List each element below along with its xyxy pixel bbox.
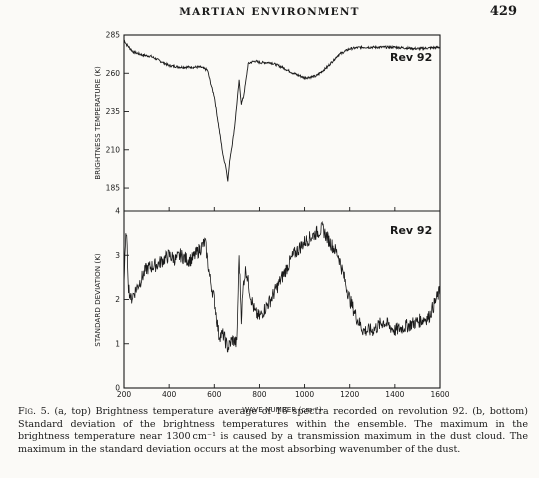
top-y-tick-label-285: 285 [106,31,121,40]
top-y-tick-label-185: 185 [106,184,121,193]
x-tick-label-400: 400 [162,390,177,399]
brightness-temperature-line [123,39,441,182]
bottom-panel-label: Rev 92 [390,224,432,237]
x-tick-label-600: 600 [207,390,222,399]
page-number: 429 [489,4,517,19]
x-tick-label-200: 200 [117,390,132,399]
x-axis-ticks: 200 400 600 800 1000 1200 1400 1600 [117,207,450,399]
bottom-axis-ticks: 4 3 2 1 0 [115,207,129,393]
bottom-y-tick-label-4: 4 [115,207,120,216]
bottom-ylabel: STANDARD DEVIATION (K) [93,253,102,347]
x-tick-label-1400: 1400 [385,390,404,399]
bottom-y-tick-label-2: 2 [115,295,120,304]
caption-text: (a, top) Brightness temperature average … [18,406,528,455]
x-axis-label: WAVE NUMBER (cm⁻¹) [242,405,322,414]
x-tick-label-1600: 1600 [430,390,449,399]
bottom-y-tick-label-1: 1 [115,339,120,348]
x-tick-label-1200: 1200 [340,390,359,399]
x-tick-label-800: 800 [252,390,267,399]
bottom-y-tick-label-0: 0 [115,384,120,393]
running-head: MARTIAN ENVIRONMENT 429 [0,3,539,21]
caption-label: Fig. 5. [18,406,50,417]
top-y-tick-label-235: 235 [106,107,121,116]
top-y-tick-label-210: 210 [106,145,121,154]
top-axis-ticks: 285 260 235 210 185 [106,31,129,193]
top-panel-label: Rev 92 [390,51,432,64]
x-tick-label-1000: 1000 [295,390,314,399]
top-ylabel: BRIGHTNESS TEMPERATURE (K) [93,66,102,180]
running-title: MARTIAN ENVIRONMENT [179,6,360,18]
standard-deviation-line [123,220,441,353]
figure-caption: Fig. 5. (a, top) Brightness temperature … [18,406,528,456]
top-y-tick-label-260: 260 [106,69,121,78]
bottom-y-tick-label-3: 3 [115,251,120,260]
